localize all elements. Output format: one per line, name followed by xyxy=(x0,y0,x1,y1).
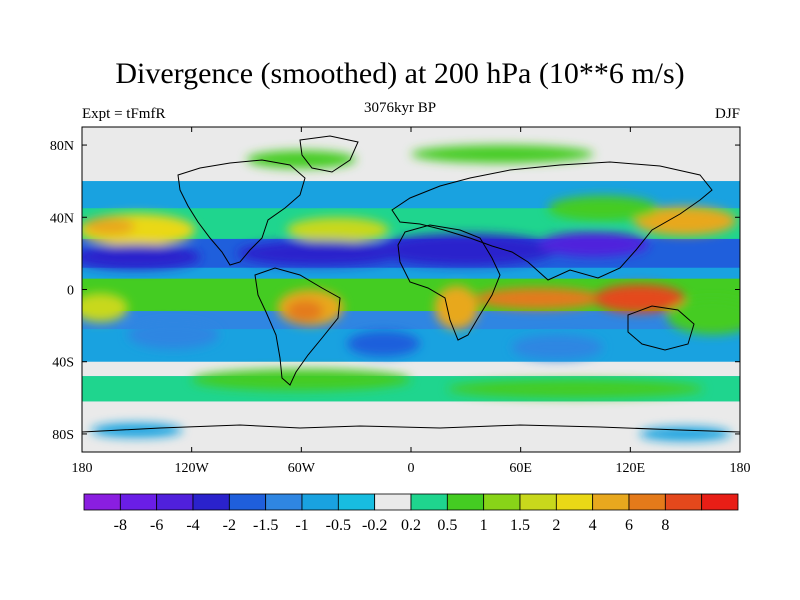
y-tick-label: 80N xyxy=(50,139,74,154)
region-south-indian-blue xyxy=(511,334,603,360)
region-indian-ocean-band xyxy=(474,287,603,310)
colorbar-swatch xyxy=(156,493,194,511)
region-atlantic-north-yellow xyxy=(286,217,390,243)
colorbar-swatch xyxy=(301,493,339,511)
greenland-coast xyxy=(299,135,359,173)
time-label: 3076kyr BP xyxy=(363,100,437,116)
colorbar-label: 1 xyxy=(480,517,488,534)
chart-title: Divergence (smoothed) at 200 hPa (10**6 … xyxy=(115,57,685,90)
experiment-label: Expt = tFmfR xyxy=(82,106,166,122)
colorbar-label: -1.5 xyxy=(253,517,278,534)
colorbar: -8 -6 -4 -2 -1.5 -1 -0.5 -0.2 0.2 0.5 1 1.5 2 4 6 8 xyxy=(83,493,739,534)
colorbar-swatch xyxy=(119,493,158,511)
x-tick-label: 0 xyxy=(408,461,415,476)
region-antarctic-blue-east xyxy=(639,426,731,442)
lat-band-8 xyxy=(82,361,740,377)
colorbar-swatch xyxy=(374,493,412,511)
south-america-coast xyxy=(254,267,341,386)
north-america-coast xyxy=(177,159,306,266)
x-tick-label: 60W xyxy=(288,461,316,476)
colorbar-swatch xyxy=(701,493,739,511)
colorbar-swatch xyxy=(83,493,121,511)
region-sahara-convergence xyxy=(374,233,558,267)
colorbar-label: -0.2 xyxy=(362,517,387,534)
region-tropical-band-north-west xyxy=(82,244,201,270)
y-tick-label: 80S xyxy=(52,428,74,443)
colorbar-swatch xyxy=(265,493,303,511)
colorbar-swatch xyxy=(592,493,630,511)
colorbar-swatch xyxy=(410,493,448,511)
region-pacific-south-green xyxy=(666,298,740,335)
colorbar-label: 0.5 xyxy=(437,517,457,534)
region-southern-ocean-green xyxy=(191,368,411,391)
colorbar-label: -0.5 xyxy=(326,517,351,534)
colorbar-swatch xyxy=(664,493,703,511)
region-maritime-continent xyxy=(593,284,686,313)
colorbar-label: 2 xyxy=(552,517,560,534)
colorbar-swatch xyxy=(519,493,557,511)
region-south-atlantic-blue xyxy=(347,331,421,357)
region-antarctic-blue xyxy=(91,423,183,438)
region-arctic-green xyxy=(246,150,357,169)
colorbar-swatch xyxy=(228,493,267,511)
x-tick-label: 60E xyxy=(509,461,532,476)
africa-coast xyxy=(397,224,501,341)
colorbar-label: -6 xyxy=(150,517,163,534)
x-tick-label: 180 xyxy=(72,461,93,476)
x-axis: 180 120W 60W 0 60E 120E 180 xyxy=(72,127,751,476)
colorbar-swatch xyxy=(628,493,666,511)
australia-coast xyxy=(627,305,695,351)
colorbar-label: -8 xyxy=(114,517,127,534)
y-tick-label: 0 xyxy=(67,284,74,299)
region-pacific-north-orange xyxy=(83,217,136,236)
antarctica-coast xyxy=(82,424,740,433)
colorbar-label: -2 xyxy=(223,517,236,534)
region-east-pacific-yellow xyxy=(82,293,128,322)
colorbar-label: 8 xyxy=(661,517,669,534)
plot-area xyxy=(82,127,740,452)
y-tick-label: 40N xyxy=(50,211,74,226)
region-east-asia-green xyxy=(548,195,658,221)
colorbar-label: -1 xyxy=(295,517,308,534)
region-southern-ocean-green-east xyxy=(447,379,704,398)
colorbar-label: 4 xyxy=(589,517,597,534)
x-tick-label: 180 xyxy=(730,461,751,476)
colorbar-swatch xyxy=(192,493,230,511)
colorbar-swatch xyxy=(337,493,376,511)
region-arctic-green-east xyxy=(411,145,594,164)
x-tick-label: 120E xyxy=(616,461,646,476)
lat-band-10 xyxy=(82,401,740,452)
coastlines xyxy=(82,135,740,433)
colorbar-label: -4 xyxy=(186,517,199,534)
region-east-asia-orange xyxy=(633,206,737,236)
lat-band-4 xyxy=(82,267,740,279)
y-tick-label: 40S xyxy=(52,356,74,371)
colorbar-label: 1.5 xyxy=(510,517,530,534)
colorbar-swatch xyxy=(483,493,521,511)
y-axis: 80N 40N 0 40S 80S xyxy=(50,139,740,443)
x-tick-label: 120W xyxy=(175,461,210,476)
lat-band-6 xyxy=(82,311,740,330)
colorbar-label: 0.2 xyxy=(401,517,421,534)
colorbar-swatch xyxy=(446,493,485,511)
field-regions xyxy=(82,145,740,442)
season-label: DJF xyxy=(714,106,740,122)
colorbar-swatch xyxy=(555,493,594,511)
eurasia-coast xyxy=(391,161,713,281)
region-south-pacific-blue xyxy=(127,320,220,350)
region-africa-diverge xyxy=(434,285,479,330)
region-south-america-core xyxy=(286,300,324,322)
colorbar-label: 6 xyxy=(625,517,633,534)
region-india-convergence xyxy=(538,231,649,257)
region-tropical-band-north-mid xyxy=(237,240,402,267)
